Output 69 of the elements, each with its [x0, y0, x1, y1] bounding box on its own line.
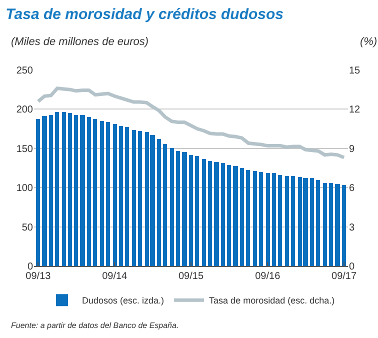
y2-tick-label: 6: [349, 183, 355, 194]
bar: [335, 184, 340, 266]
bar: [246, 170, 250, 266]
y2-tick-label: 3: [349, 222, 355, 234]
bar: [189, 155, 193, 266]
bar: [157, 139, 161, 266]
bar: [291, 176, 295, 266]
bar: [176, 151, 180, 266]
line-series: [36, 86, 346, 160]
x-tick-label: 09/15: [178, 271, 204, 282]
bar: [272, 173, 276, 266]
bar: [214, 162, 219, 266]
x-tick-label: 09/17: [332, 271, 357, 282]
y-tick-label: 200: [16, 104, 34, 116]
bar: [170, 148, 174, 266]
bar: [93, 119, 97, 266]
bar: [42, 116, 47, 266]
bar: [316, 180, 320, 266]
bar: [36, 119, 40, 266]
y2-tick-label: 12: [349, 104, 361, 116]
bar: [310, 178, 314, 266]
bar: [208, 161, 212, 266]
bar: [74, 115, 78, 266]
bar: [49, 115, 53, 266]
bar: [266, 173, 270, 266]
y-tick-label: 0: [27, 262, 34, 272]
legend-label: Tasa de morosidad (esc. dcha.): [209, 296, 335, 306]
bar: [202, 159, 206, 266]
x-tick-label: 09/16: [255, 271, 281, 282]
bar: [132, 130, 136, 266]
bar: [259, 172, 263, 266]
bar: [119, 126, 123, 266]
bar: [106, 122, 110, 266]
bar: [323, 183, 327, 266]
y2-tick-label: 15: [349, 66, 361, 76]
legend-label: Dudosos (esc. izda.): [82, 296, 164, 306]
bar: [240, 168, 244, 266]
source-note: Fuente: a partir de datos del Banco de España.: [11, 321, 179, 330]
bar: [253, 171, 257, 266]
bar: [227, 165, 231, 266]
y2-tick-label: 9: [349, 144, 355, 155]
bar: [68, 113, 72, 266]
y-tick-label: 150: [16, 144, 34, 155]
bar: [62, 112, 66, 266]
bar: [285, 176, 289, 266]
y-tick-label: 50: [22, 222, 34, 234]
x-tick-label: 09/13: [26, 271, 52, 282]
bar: [80, 115, 85, 266]
y-tick-label: 250: [16, 66, 34, 76]
bar: [342, 185, 346, 266]
bar: [163, 144, 167, 266]
bar: [87, 117, 91, 266]
bar: [221, 163, 225, 266]
y2-axis-title: (%): [360, 36, 378, 48]
y-axis-title: (Miles de millones de euros): [11, 36, 149, 48]
bar: [55, 112, 59, 266]
bar: [182, 152, 187, 266]
y2-tick-label: 0: [349, 262, 355, 272]
bar: [100, 121, 104, 266]
bar: [329, 183, 333, 266]
bar: [125, 127, 129, 266]
y-tick-label: 100: [16, 183, 34, 194]
bar: [113, 124, 117, 266]
bar: [278, 175, 282, 266]
x-tick-label: 09/14: [102, 271, 128, 282]
bar: [138, 131, 142, 266]
bar: [233, 166, 238, 266]
chart-title: Tasa de morosidad y créditos dudosos: [6, 6, 284, 23]
bar: [195, 156, 199, 266]
